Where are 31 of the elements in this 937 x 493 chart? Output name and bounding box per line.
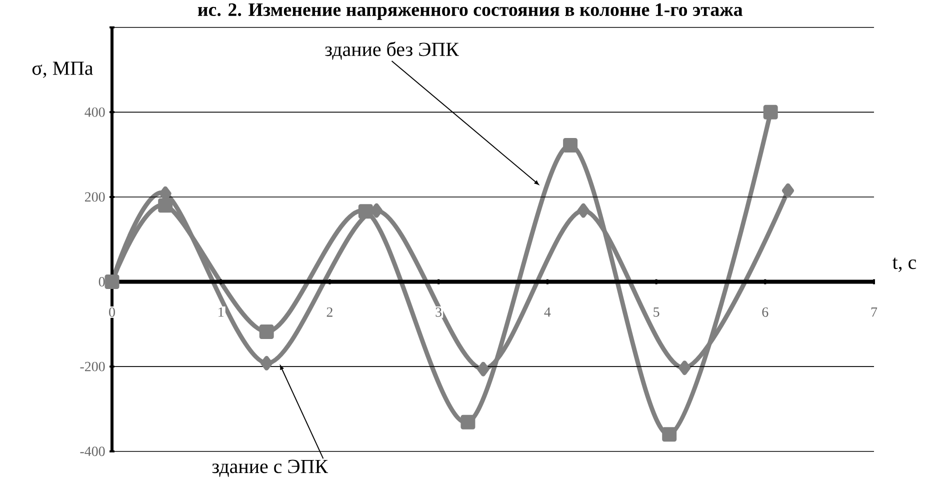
x-tick-label: 1	[218, 307, 224, 316]
x-tick-label: 7	[871, 307, 878, 316]
point	[477, 362, 490, 376]
point	[763, 104, 778, 120]
x-axis-title: t, с	[892, 257, 916, 272]
point	[782, 183, 794, 198]
y-tick-label: 400	[84, 107, 105, 117]
text: здание без ЭПК	[325, 41, 459, 60]
point	[260, 356, 273, 370]
x-tick-label: 4	[544, 307, 551, 316]
point	[370, 203, 383, 218]
y-tick-label: -400	[80, 446, 105, 456]
x-tick-label: 0	[109, 307, 115, 317]
point	[158, 198, 173, 213]
y-tick-label: 0	[98, 276, 105, 286]
point	[563, 138, 578, 152]
point	[358, 204, 373, 218]
point	[259, 324, 274, 339]
x-tick-label: 3	[436, 307, 442, 317]
point	[577, 203, 590, 218]
point	[460, 414, 476, 430]
y-tick-label: -200	[80, 362, 105, 372]
point	[662, 426, 677, 442]
chart-title: ис. 2. Изменение напряженного состояния в колонне 1-го этажа	[198, 3, 743, 20]
x-tick-label: 2	[326, 307, 332, 317]
text: здание с ЭПК	[212, 460, 328, 477]
point	[678, 360, 691, 375]
x-tick-label: 5	[654, 307, 660, 317]
y-axis-title: σ, МПа	[32, 62, 94, 78]
x-tick-label: 6	[762, 307, 768, 317]
y-tick-label: 200	[85, 192, 105, 202]
